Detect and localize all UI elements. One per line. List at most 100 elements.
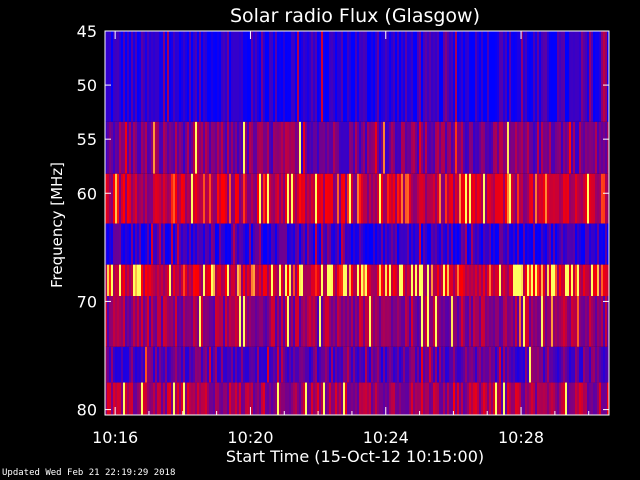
spectrogram-cell [537,346,540,383]
spectrogram-cell [407,31,410,122]
spectrogram-cell [273,173,276,224]
spectrogram-cell [219,31,222,122]
spectrogram-cell [107,223,110,265]
spectrogram-cell [121,31,124,122]
spectrogram-cell [461,346,464,383]
spectrogram-cell [261,31,264,122]
spectrogram-cell [533,346,536,383]
spectrogram-cell [233,346,236,383]
spectrogram-cell [243,264,246,297]
spectrogram-cell [531,31,534,122]
spectrogram-cell [119,382,122,415]
spectrogram-cell [293,296,296,347]
spectrogram-cell [285,382,288,415]
spectrogram-cell [297,264,300,297]
spectrogram-cell [461,223,464,265]
spectrogram-cell [527,382,530,415]
spectrogram-cell [137,296,140,347]
spectrogram-cell [405,346,408,383]
spectrogram-cell [503,382,506,415]
spectrogram-cell [407,223,410,265]
spectrogram-cell [279,31,282,122]
spectrogram-cell [555,173,558,224]
spectrogram-cell [415,382,418,415]
spectrogram-cell [121,346,124,383]
spectrogram-cell [215,296,218,347]
spectrogram-cell [419,223,422,265]
spectrogram-cell [377,264,380,297]
spectrogram-cell [217,264,220,297]
spectrogram-cell [233,121,236,174]
spectrogram-cell [383,223,386,265]
spectrogram-cell [431,382,434,415]
spectrogram-cell [185,223,188,265]
spectrogram-cell [185,173,188,224]
spectrogram-cell [379,382,382,415]
spectrogram-cell [351,31,354,122]
spectrogram-cell [147,296,150,347]
spectrogram-cell [323,296,326,347]
spectrogram-cell [527,173,530,224]
spectrogram-cell [409,31,412,122]
spectrogram-cell [157,31,160,122]
spectrogram-cell [457,264,460,297]
spectrogram-cell [175,121,178,174]
spectrogram-cell [241,296,244,347]
spectrogram-cell [439,382,442,415]
spectrogram-cell [487,296,490,347]
spectrogram-cell [111,346,114,383]
spectrogram-cell [407,264,410,297]
spectrogram-cell [355,346,358,383]
spectrogram-cell [261,121,264,174]
spectrogram-cell [447,31,450,122]
spectrogram-cell [261,296,264,347]
spectrogram-cell [525,121,528,174]
spectrogram-cell [323,173,326,224]
spectrogram-cell [579,382,582,415]
spectrogram-cell [131,173,134,224]
spectrogram-cell [561,121,564,174]
spectrogram-cell [285,223,288,265]
spectrogram-cell [459,173,462,224]
spectrogram-cell [425,346,428,383]
spectrogram-cell [449,296,452,347]
spectrogram-cell [547,264,550,297]
spectrogram-cell [325,382,328,415]
spectrogram-cell [309,121,312,174]
spectrogram-cell [437,296,440,347]
spectrogram-cell [457,296,460,347]
spectrogram-cell [543,296,546,347]
spectrogram-cell [401,264,404,297]
spectrogram-cell [167,296,170,347]
spectrogram-cell [187,382,190,415]
spectrogram-cell [259,346,262,383]
spectrogram-cell [525,173,528,224]
spectrogram-cell [287,173,290,224]
spectrogram-cell [337,382,340,415]
spectrogram-cell [143,382,146,415]
spectrogram-cell [337,346,340,383]
spectrogram-cell [379,296,382,347]
spectrogram-cell [261,264,264,297]
spectrogram-cell [315,264,318,297]
spectrogram-cell [561,31,564,122]
spectrogram-cell [139,223,142,265]
spectrogram-cell [135,264,138,297]
spectrogram-cell [519,296,522,347]
spectrogram-cell [515,173,518,224]
spectrogram-cell [279,173,282,224]
spectrogram-cell [537,223,540,265]
spectrogram-cell [573,173,576,224]
spectrogram-cell [399,296,402,347]
spectrogram-cell [421,296,424,347]
spectrogram-cell [225,31,228,122]
spectrogram-cell [427,223,430,265]
spectrogram-cell [495,296,498,347]
spectrogram-cell [247,173,250,224]
spectrogram-cell [307,346,310,383]
spectrogram-cell [159,31,162,122]
spectrogram-cell [469,223,472,265]
spectrogram-cell [511,296,514,347]
spectrogram-cell [389,31,392,122]
spectrogram-cell [389,264,392,297]
